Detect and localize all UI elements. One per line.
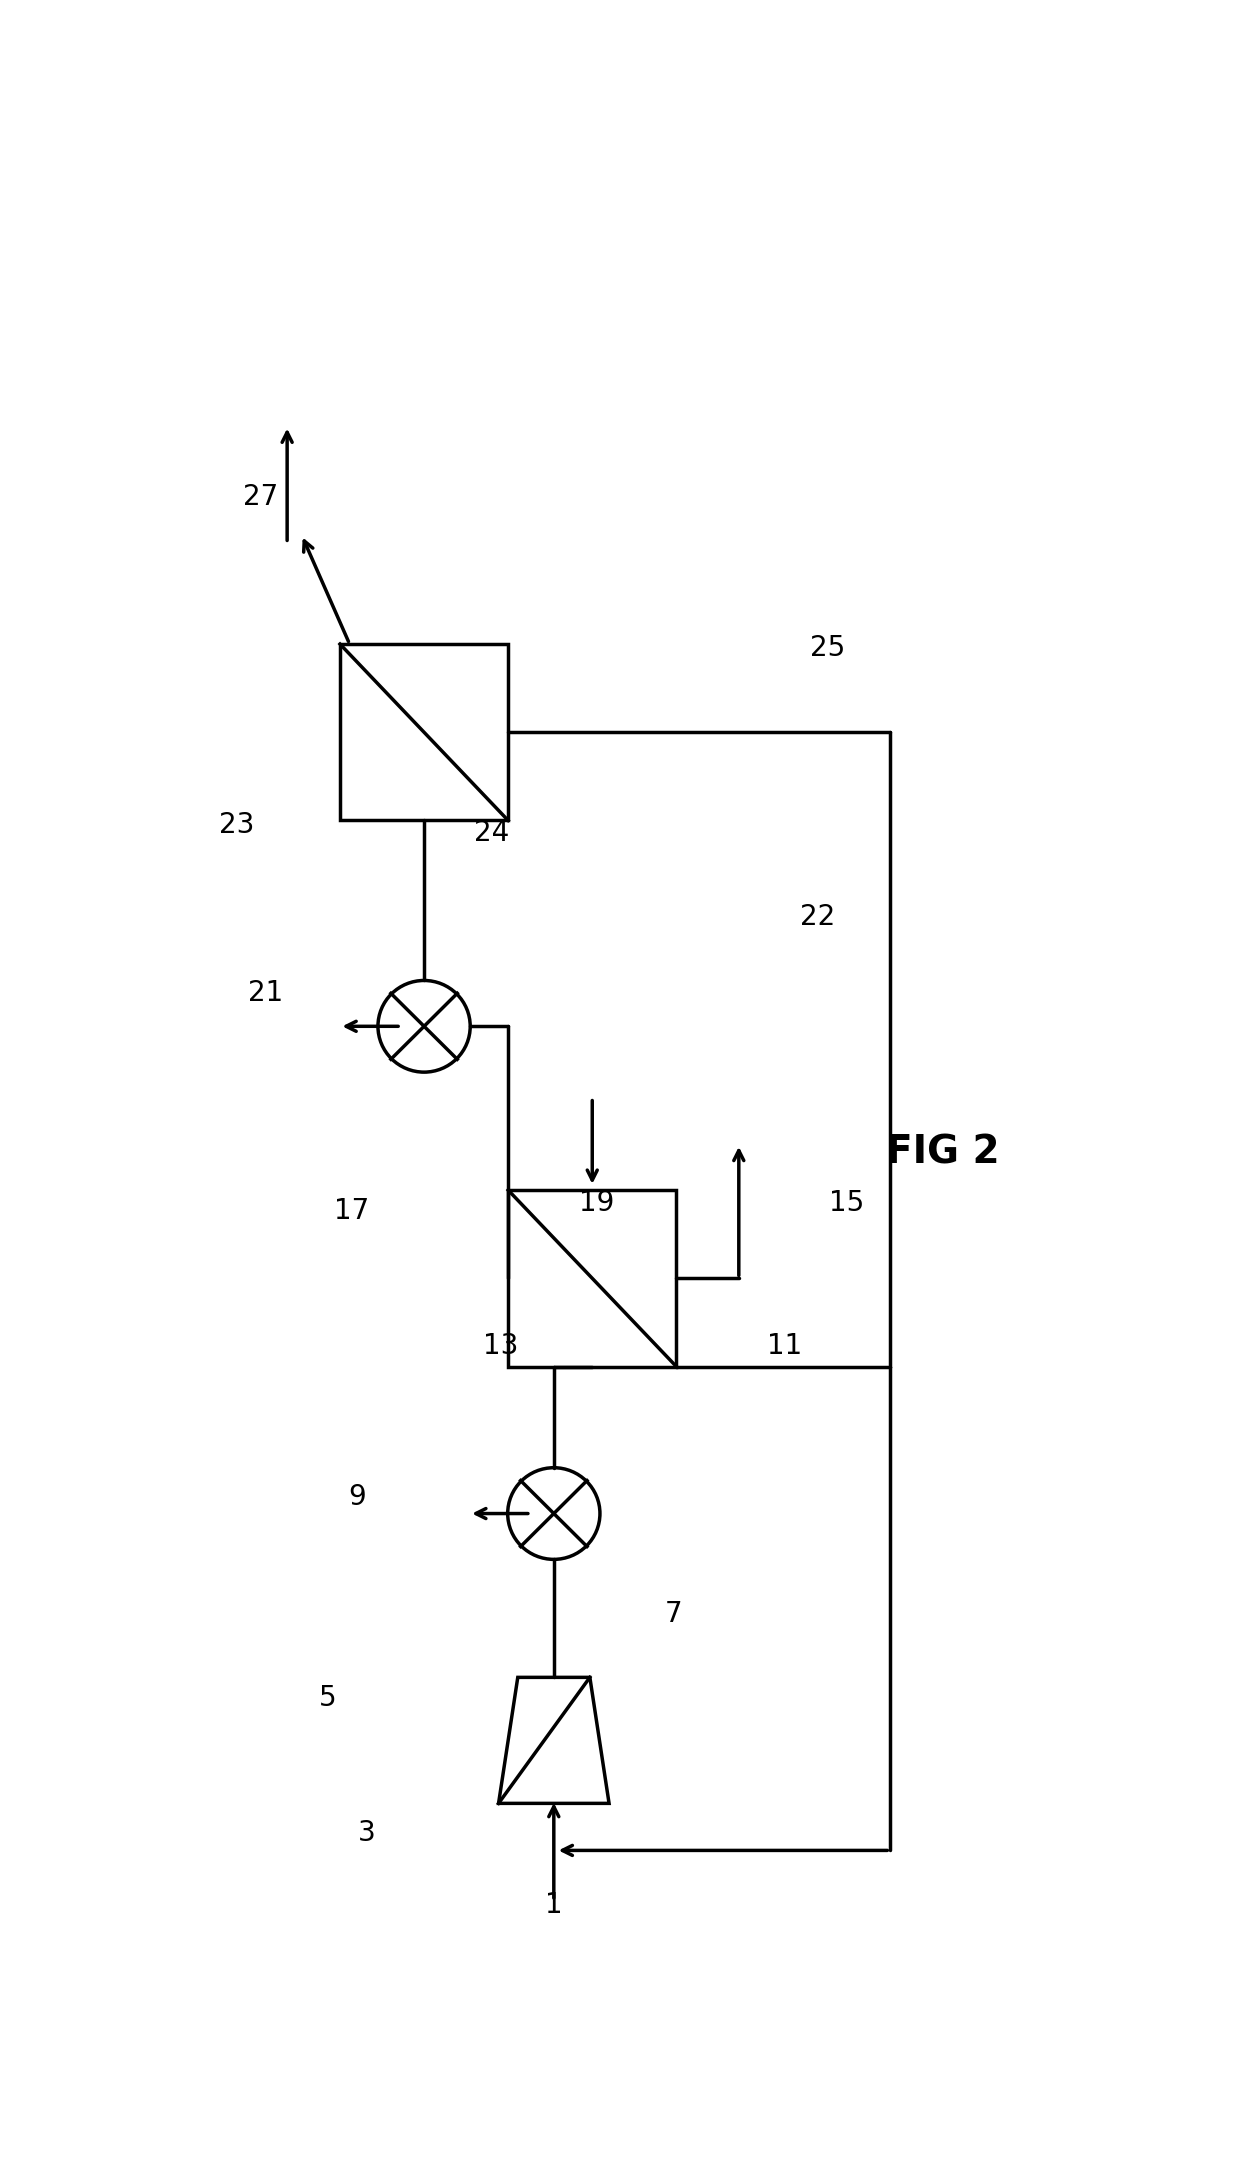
Text: 21: 21 [248,980,283,1006]
Text: 7: 7 [665,1599,683,1628]
Text: 17: 17 [335,1198,370,1224]
Text: 1: 1 [546,1892,563,1918]
Text: 3: 3 [357,1820,376,1846]
Text: 9: 9 [348,1484,366,1510]
Text: FIG 2: FIG 2 [887,1132,999,1172]
Text: 27: 27 [243,482,278,511]
Text: 5: 5 [319,1685,337,1713]
Text: 19: 19 [579,1189,615,1218]
Text: 25: 25 [810,635,846,663]
Text: 11: 11 [766,1331,802,1359]
Text: 23: 23 [219,812,254,838]
Text: 13: 13 [484,1331,518,1359]
Text: 24: 24 [474,818,508,847]
Text: 22: 22 [801,903,836,932]
Text: 15: 15 [830,1189,864,1218]
